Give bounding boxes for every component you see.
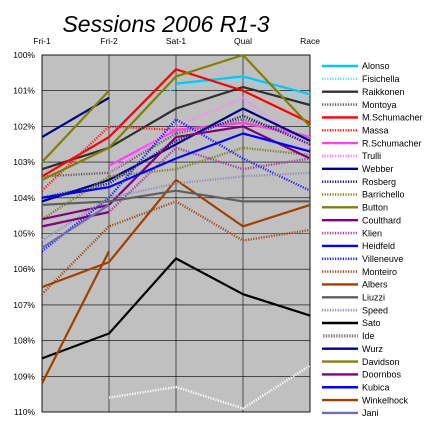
series-line-speed	[41, 171, 311, 242]
legend-label-raikkonen: Raikkonen	[362, 87, 405, 97]
y-tick-label: 108%	[13, 336, 35, 346]
legend-label-kubica: Kubica	[362, 382, 390, 392]
legend-label-doornbos: Doornbos	[362, 370, 402, 380]
x-tick-label: Fri-1	[33, 36, 51, 46]
legend-label-villeneuve: Villeneuve	[362, 254, 403, 264]
series-line-trulli	[108, 96, 311, 174]
series-lines	[41, 53, 311, 410]
legend-label-barrichello: Barrichello	[362, 190, 405, 200]
y-axis-ticks: 100% 101% 102% 103% 104% 105% 106% 107% 108% 109%…	[13, 50, 35, 417]
series-line-albers	[41, 178, 311, 289]
legend-label-m-schumacher: M.Schumacher	[362, 113, 423, 123]
y-tick-label: 104%	[13, 193, 35, 203]
legend: Alonso Fisichella Raikkonen Montoya M.Schuma…	[322, 61, 423, 418]
legend-label-montoya: Montoya	[362, 100, 397, 110]
x-tick-label: Qual	[234, 36, 252, 46]
legend-label-liuzzi: Liuzzi	[362, 293, 385, 303]
series-line-davidson	[41, 89, 110, 163]
legend-label-klien: Klien	[362, 228, 382, 238]
series-line-jani	[41, 203, 110, 249]
series-line-webber	[41, 107, 311, 203]
legend-label-fisichella: Fisichella	[362, 74, 400, 84]
series-line-sato	[41, 257, 311, 360]
series-line-klien	[41, 146, 311, 228]
series-line-ide	[108, 364, 311, 410]
y-tick-label: 105%	[13, 229, 35, 239]
series-line-villeneuve	[41, 118, 311, 253]
y-tick-label: 106%	[13, 264, 35, 274]
legend-label-albers: Albers	[362, 280, 388, 290]
x-tick-label: Sat-1	[166, 36, 187, 46]
legend-label-r-schumacher: R.Schumacher	[362, 138, 422, 148]
series-line-liuzzi	[41, 189, 310, 206]
grid	[41, 54, 311, 413]
y-tick-label: 103%	[13, 157, 35, 167]
series-line-doornbos	[41, 211, 110, 228]
legend-label-wurz: Wurz	[362, 344, 383, 354]
legend-label-winkelhock: Winkelhock	[362, 395, 409, 405]
legend-label-rosberg: Rosberg	[362, 177, 396, 187]
series-line-alonso	[175, 75, 311, 96]
series-line-kubica	[41, 186, 110, 199]
y-tick-label: 109%	[13, 371, 35, 381]
series-line-raikkonen	[41, 85, 311, 171]
x-axis-ticks: Fri-1 Fri-2 Sat-1 Qual Race	[33, 36, 320, 46]
legend-label-monteiro: Monteiro	[362, 267, 397, 277]
legend-label-heidfeld: Heidfeld	[362, 241, 395, 251]
x-tick-label: Race	[300, 36, 320, 46]
series-line-button	[41, 53, 311, 181]
legend-label-alonso: Alonso	[362, 61, 390, 71]
legend-label-webber: Webber	[362, 164, 393, 174]
series-line-winkelhock	[41, 250, 110, 384]
legend-label-speed: Speed	[362, 305, 388, 315]
legend-label-trulli: Trulli	[362, 151, 381, 161]
y-tick-label: 101%	[13, 86, 35, 96]
legend-label-ide: Ide	[362, 331, 375, 341]
series-line-coulthard	[41, 125, 311, 221]
y-tick-label: 102%	[13, 121, 35, 131]
legend-label-coulthard: Coulthard	[362, 215, 401, 225]
series-line-wurz	[41, 96, 110, 139]
y-tick-label: 110%	[14, 407, 36, 417]
legend-label-jani: Jani	[362, 408, 379, 418]
x-tick-label: Fri-2	[100, 36, 118, 46]
legend-label-sato: Sato	[362, 318, 381, 328]
series-line-m-schumacher	[41, 68, 311, 178]
legend-label-button: Button	[362, 203, 388, 213]
y-tick-label: 107%	[13, 300, 35, 310]
series-line-monteiro	[41, 200, 311, 296]
y-tick-label: 100%	[13, 50, 35, 60]
legend-label-massa: Massa	[362, 125, 389, 135]
series-line-montoya	[41, 118, 311, 178]
legend-label-davidson: Davidson	[362, 357, 400, 367]
chart-title: Sessions 2006 R1-3	[62, 11, 269, 37]
